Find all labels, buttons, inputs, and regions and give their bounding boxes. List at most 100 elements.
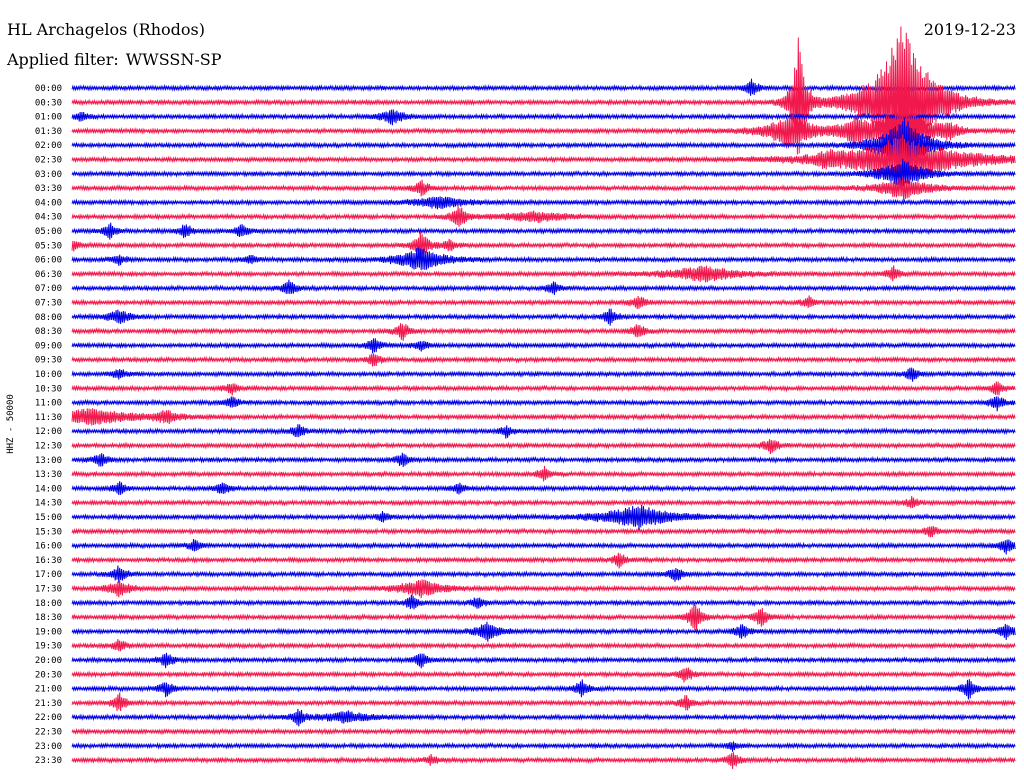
trace-line [71, 708, 1016, 727]
row-label: 00:30 [35, 98, 62, 108]
trace-line [71, 134, 1016, 183]
row-label: 08:00 [35, 313, 62, 323]
filter-value: WWSSN-SP [125, 50, 222, 69]
row-label: 20:00 [35, 656, 62, 666]
row-label: 07:30 [35, 299, 62, 309]
trace-line [71, 408, 1016, 426]
trace-line [71, 231, 1016, 259]
row-label: 20:30 [35, 670, 62, 680]
trace-line [71, 621, 1016, 642]
trace-line [71, 481, 1016, 496]
row-label: 14:00 [35, 484, 62, 494]
trace-line [71, 158, 1016, 188]
row-label: 15:30 [35, 527, 62, 537]
row-label: 22:00 [35, 713, 62, 723]
row-labels: 00:00 00:30 01:00 01:30 02:00 02:30 03:00 03:30… [35, 84, 62, 766]
trace-line [71, 452, 1016, 468]
trace-line [71, 247, 1016, 271]
trace-line [71, 396, 1016, 412]
trace-line [71, 205, 1016, 227]
trace-line [71, 504, 1016, 531]
row-label: 19:00 [35, 627, 62, 637]
row-label: 04:00 [35, 198, 62, 208]
row-label: 01:30 [35, 127, 62, 137]
trace-line [71, 265, 1016, 283]
row-label: 16:30 [35, 556, 62, 566]
trace-line [71, 667, 1016, 683]
trace-line [71, 176, 1016, 201]
row-label: 11:00 [35, 399, 62, 409]
row-label: 23:30 [35, 756, 62, 766]
row-label: 03:30 [35, 184, 62, 194]
row-label: 17:30 [35, 585, 62, 595]
trace-line [71, 381, 1016, 396]
trace-line [71, 579, 1016, 599]
date-label: 2019-12-23 [923, 20, 1016, 39]
row-label: 06:00 [35, 256, 62, 266]
row-label: 06:30 [35, 270, 62, 280]
y-axis-label: HHZ - 50000 [6, 394, 16, 454]
trace-line [71, 323, 1016, 341]
row-label: 05:30 [35, 241, 62, 251]
trace-line [71, 727, 1016, 736]
trace-line [71, 109, 1016, 126]
trace-line [71, 279, 1016, 296]
row-label: 12:30 [35, 442, 62, 452]
trace-line [71, 338, 1016, 354]
trace-line [71, 652, 1016, 669]
trace-line [71, 295, 1016, 310]
trace-line [71, 367, 1016, 382]
trace-line [71, 78, 1016, 96]
row-label: 23:00 [35, 742, 62, 752]
row-label: 13:00 [35, 456, 62, 466]
trace-line [71, 439, 1016, 455]
row-label: 22:30 [35, 728, 62, 738]
row-label: 12:00 [35, 427, 62, 437]
row-label: 05:00 [35, 227, 62, 237]
trace-line [71, 692, 1016, 712]
trace-line [71, 752, 1016, 770]
trace-line [71, 222, 1016, 240]
row-label: 13:30 [35, 470, 62, 480]
row-label: 09:00 [35, 341, 62, 351]
row-label: 14:30 [35, 499, 62, 509]
row-label: 08:30 [35, 327, 62, 337]
row-label: 21:30 [35, 699, 62, 709]
row-label: 02:00 [35, 141, 62, 151]
trace-line [71, 465, 1016, 482]
trace-line [71, 679, 1016, 700]
row-label: 04:30 [35, 213, 62, 223]
trace-line [71, 525, 1016, 538]
row-label: 03:00 [35, 170, 62, 180]
trace-line [71, 538, 1016, 555]
trace-line [71, 594, 1016, 610]
station-title: HL Archagelos (Rhodos) [7, 20, 205, 39]
trace-line [71, 196, 1016, 210]
trace-line [71, 424, 1016, 439]
trace-line [71, 604, 1016, 631]
trace-line [71, 638, 1016, 652]
trace-line [71, 496, 1016, 509]
row-label: 09:30 [35, 356, 62, 366]
trace-line [71, 741, 1016, 752]
row-label: 10:30 [35, 384, 62, 394]
row-label: 11:30 [35, 413, 62, 423]
trace-line [71, 308, 1016, 326]
row-label: 16:00 [35, 542, 62, 552]
trace-line [71, 565, 1016, 583]
row-label: 01:00 [35, 113, 62, 123]
trace-line [71, 117, 1016, 174]
trace-line [71, 552, 1016, 569]
row-label: 15:00 [35, 513, 62, 523]
traces [71, 26, 1016, 770]
row-label: 18:00 [35, 599, 62, 609]
trace-line [71, 103, 1016, 158]
filter-line: Applied filter: WWSSN-SP [7, 50, 221, 69]
row-label: 17:00 [35, 570, 62, 580]
row-label: 00:00 [35, 84, 62, 94]
row-label: 19:30 [35, 642, 62, 652]
trace-line [71, 353, 1016, 367]
row-label: 07:00 [35, 284, 62, 294]
row-label: 02:30 [35, 156, 62, 166]
